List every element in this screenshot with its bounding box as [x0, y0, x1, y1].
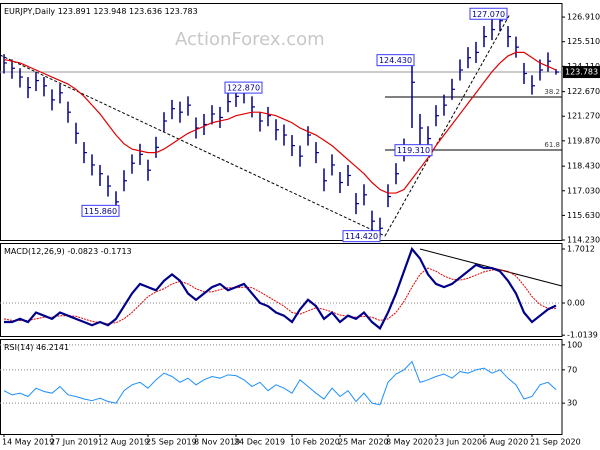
title-part: 123.948 [93, 7, 126, 16]
panel-title: EURJPY,Daily 123.891 123.948 123.636 123… [4, 7, 198, 16]
annotation-box [342, 230, 381, 243]
title-part: MACD(12,26,9) [4, 247, 65, 256]
y-tick-label: -1.0139 [567, 331, 598, 340]
rsi-line [3, 360, 557, 406]
y-tick-label: 1.7012 [567, 244, 595, 253]
title-part: -0.1713 [101, 247, 132, 256]
signal-line [3, 267, 557, 325]
x-tick-label: 14 May 2019 [2, 438, 54, 447]
annotation-box [469, 7, 508, 20]
macd-line [4, 246, 557, 331]
annotation-label: 119.310 [397, 146, 430, 155]
title-part: EURJPY,Daily [4, 7, 55, 16]
y-tick-label: 126.910 [567, 13, 600, 22]
y-tick-label: 100 [567, 340, 582, 349]
annotation-label: 127.070 [472, 10, 505, 19]
x-tick-label: 25 Mar 2020 [338, 438, 389, 447]
moving-average [3, 51, 557, 194]
price-panel [0, 3, 563, 241]
trendline [0, 54, 386, 237]
panel-title: RSI(14) 46.2141 [4, 343, 69, 352]
annotation-box [81, 204, 120, 217]
title-part: 123.636 [129, 7, 162, 16]
title-part: -0.0823 [67, 247, 98, 256]
x-tick-label: 23 Jun 2020 [434, 438, 482, 447]
rsi-panel [0, 339, 563, 435]
trendline [384, 13, 511, 237]
x-tick-label: 27 Jun 2019 [50, 438, 98, 447]
last-price-box [563, 66, 600, 79]
x-tick-label: 24 Dec 2019 [234, 438, 285, 447]
y-tick-label: 0.00 [567, 298, 585, 307]
fib-label: 38.2 [544, 88, 560, 96]
y-tick-label: 117.030 [567, 186, 600, 195]
panel-title: MACD(12,26,9) -0.0823 -0.1713 [4, 247, 132, 256]
y-tick-label: 122.670 [567, 87, 600, 96]
annotation-label: 115.860 [84, 207, 117, 216]
x-tick-label: 12 Aug 2019 [98, 438, 149, 447]
annotation-label: 122.870 [227, 84, 260, 93]
title-part: 123.783 [165, 7, 198, 16]
title-part: 46.2141 [36, 343, 69, 352]
y-tick-label: 118.430 [567, 162, 600, 171]
x-tick-label: 25 Sep 2019 [146, 438, 197, 447]
y-tick-label: 114.230 [567, 236, 600, 245]
x-tick-label: 8 May 2020 [386, 438, 433, 447]
last-price-label: 123.783 [565, 68, 598, 77]
x-tick-label: 6 Aug 2020 [482, 438, 528, 447]
title-part: 123.891 [58, 7, 91, 16]
macd-panel [0, 243, 563, 337]
y-tick-label: 115.630 [567, 211, 600, 220]
annotation-box [224, 81, 263, 94]
annotation-label: 114.420 [345, 232, 378, 241]
y-tick-label: 30 [567, 399, 577, 408]
y-tick-label: 125.510 [567, 37, 600, 46]
y-tick-label: 119.870 [567, 136, 600, 145]
title-part: RSI(14) [4, 343, 33, 352]
x-tick-label: 10 Feb 2020 [290, 438, 340, 447]
x-tick-label: 21 Sep 2020 [530, 438, 581, 447]
annotation-label: 124.430 [379, 56, 412, 65]
watermark: ActionForex.com [175, 29, 325, 50]
annotation-box [394, 144, 433, 157]
x-tick-label: 8 Nov 2019 [194, 438, 240, 447]
fib-label: 61.8 [544, 141, 560, 149]
y-tick-label: 121.270 [567, 112, 600, 121]
y-tick-label: 70 [567, 365, 577, 374]
annotation-box [376, 54, 415, 67]
